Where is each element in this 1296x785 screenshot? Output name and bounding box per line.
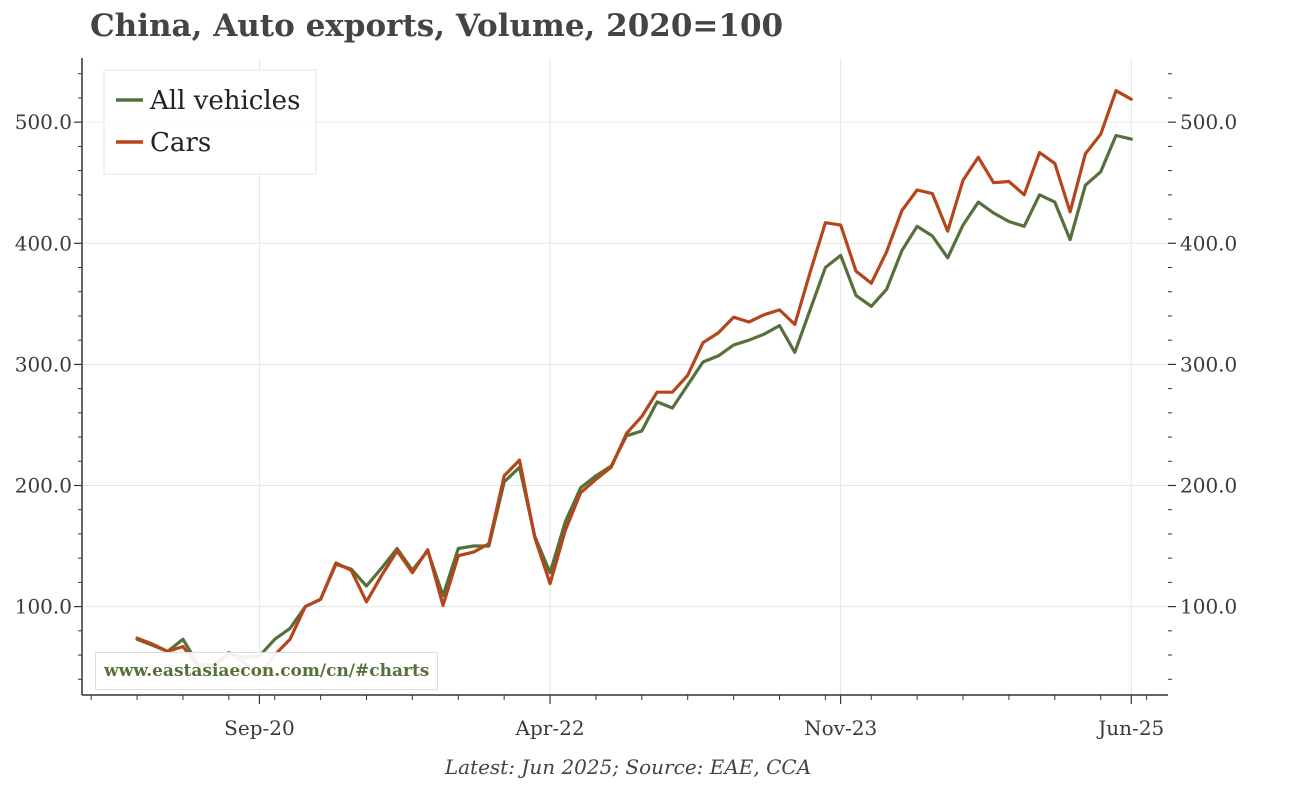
series-layer bbox=[135, 89, 1133, 678]
chart-caption: Latest: Jun 2025; Source: EAE, CCA bbox=[444, 755, 812, 779]
legend-label: Cars bbox=[150, 128, 211, 158]
y-tick-label-left: 100.0 bbox=[15, 595, 72, 619]
y-tick-label-left: 300.0 bbox=[15, 352, 72, 376]
watermark-box: www.eastasiaecon.com/cn/#charts bbox=[95, 652, 439, 690]
series-line-all-vehicles bbox=[135, 133, 1133, 667]
y-tick-label-right: 500.0 bbox=[1180, 110, 1237, 134]
grid bbox=[82, 58, 1168, 695]
y-tick-label-right: 300.0 bbox=[1180, 352, 1237, 376]
y-tick-label-right: 200.0 bbox=[1180, 473, 1237, 497]
legend-label: All vehicles bbox=[149, 86, 300, 116]
watermark-url[interactable]: www.eastasiaecon.com/cn/#charts bbox=[104, 661, 430, 681]
x-tick-label: Apr-22 bbox=[515, 716, 585, 740]
x-tick-label: Nov-23 bbox=[804, 716, 877, 740]
y-tick-label-left: 400.0 bbox=[15, 231, 72, 255]
axes: 100.0 100.0 200.0 200.0 300.0 300.0 400.0 400.0… bbox=[15, 58, 1237, 740]
y-tick-label-right: 100.0 bbox=[1180, 595, 1237, 619]
y-tick-label-left: 200.0 bbox=[15, 473, 72, 497]
y-tick-label-right: 400.0 bbox=[1180, 231, 1237, 255]
series-line-cars bbox=[135, 89, 1133, 678]
legend-box bbox=[103, 69, 317, 175]
y-tick-label-left: 500.0 bbox=[15, 110, 72, 134]
x-tick-label: Sep-20 bbox=[224, 716, 295, 740]
chart-title: China, Auto exports, Volume, 2020=100 bbox=[90, 8, 784, 44]
x-tick-label: Jun-25 bbox=[1096, 716, 1164, 740]
legend: All vehicles Cars bbox=[103, 69, 317, 175]
